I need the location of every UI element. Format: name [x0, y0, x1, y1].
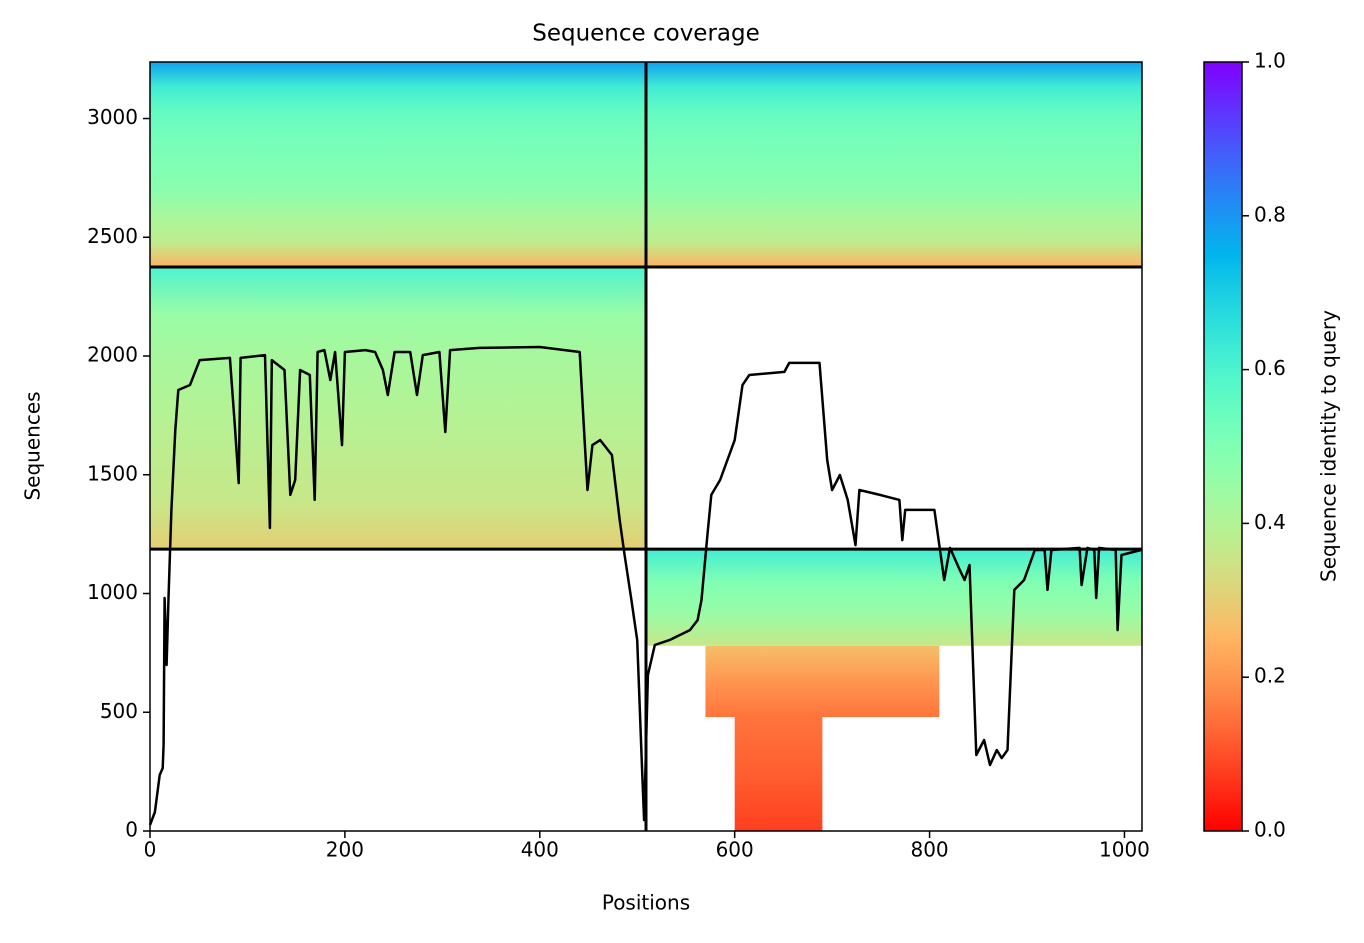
msa-block	[150, 266, 646, 550]
colorbar-tick-label: 0.4	[1254, 510, 1286, 534]
colorbar-tick-label: 1.0	[1254, 49, 1286, 73]
y-tick-label: 3000	[87, 105, 138, 129]
x-tick-label: 1000	[1099, 838, 1150, 862]
plot-frame	[149, 61, 1143, 832]
x-tick-label: 400	[521, 838, 559, 862]
coverage-line	[148, 345, 1142, 826]
y-tick-label: 2000	[87, 343, 138, 367]
colorbar-tick-label: 0.8	[1254, 202, 1286, 226]
x-axis-label: Positions	[602, 891, 690, 915]
y-axis-label: Sequences	[21, 391, 45, 500]
colorbar-tick-label: 0.2	[1254, 664, 1286, 688]
msa-block	[734, 717, 823, 831]
msa-block	[646, 549, 1142, 646]
x-tick-label: 800	[910, 838, 948, 862]
y-tick-label: 1000	[87, 580, 138, 604]
x-tick-label: 600	[716, 838, 754, 862]
msa-block	[646, 62, 1142, 267]
y-tick-label: 500	[100, 699, 138, 723]
x-tick-label: 0	[144, 838, 157, 862]
colorbar-tick-label: 0.6	[1254, 356, 1286, 380]
colorbar	[1203, 61, 1243, 832]
y-tick-label: 2500	[87, 224, 138, 248]
y-tick-label: 1500	[87, 461, 138, 485]
colorbar-tick-label: 0.0	[1254, 818, 1286, 842]
msa-block	[705, 645, 940, 718]
y-tick-label: 0	[125, 818, 138, 842]
x-tick-label: 200	[326, 838, 364, 862]
colorbar-label: Sequence identity to query	[1317, 310, 1341, 582]
chart-title: Sequence coverage	[532, 21, 760, 47]
msa-block	[150, 62, 646, 267]
